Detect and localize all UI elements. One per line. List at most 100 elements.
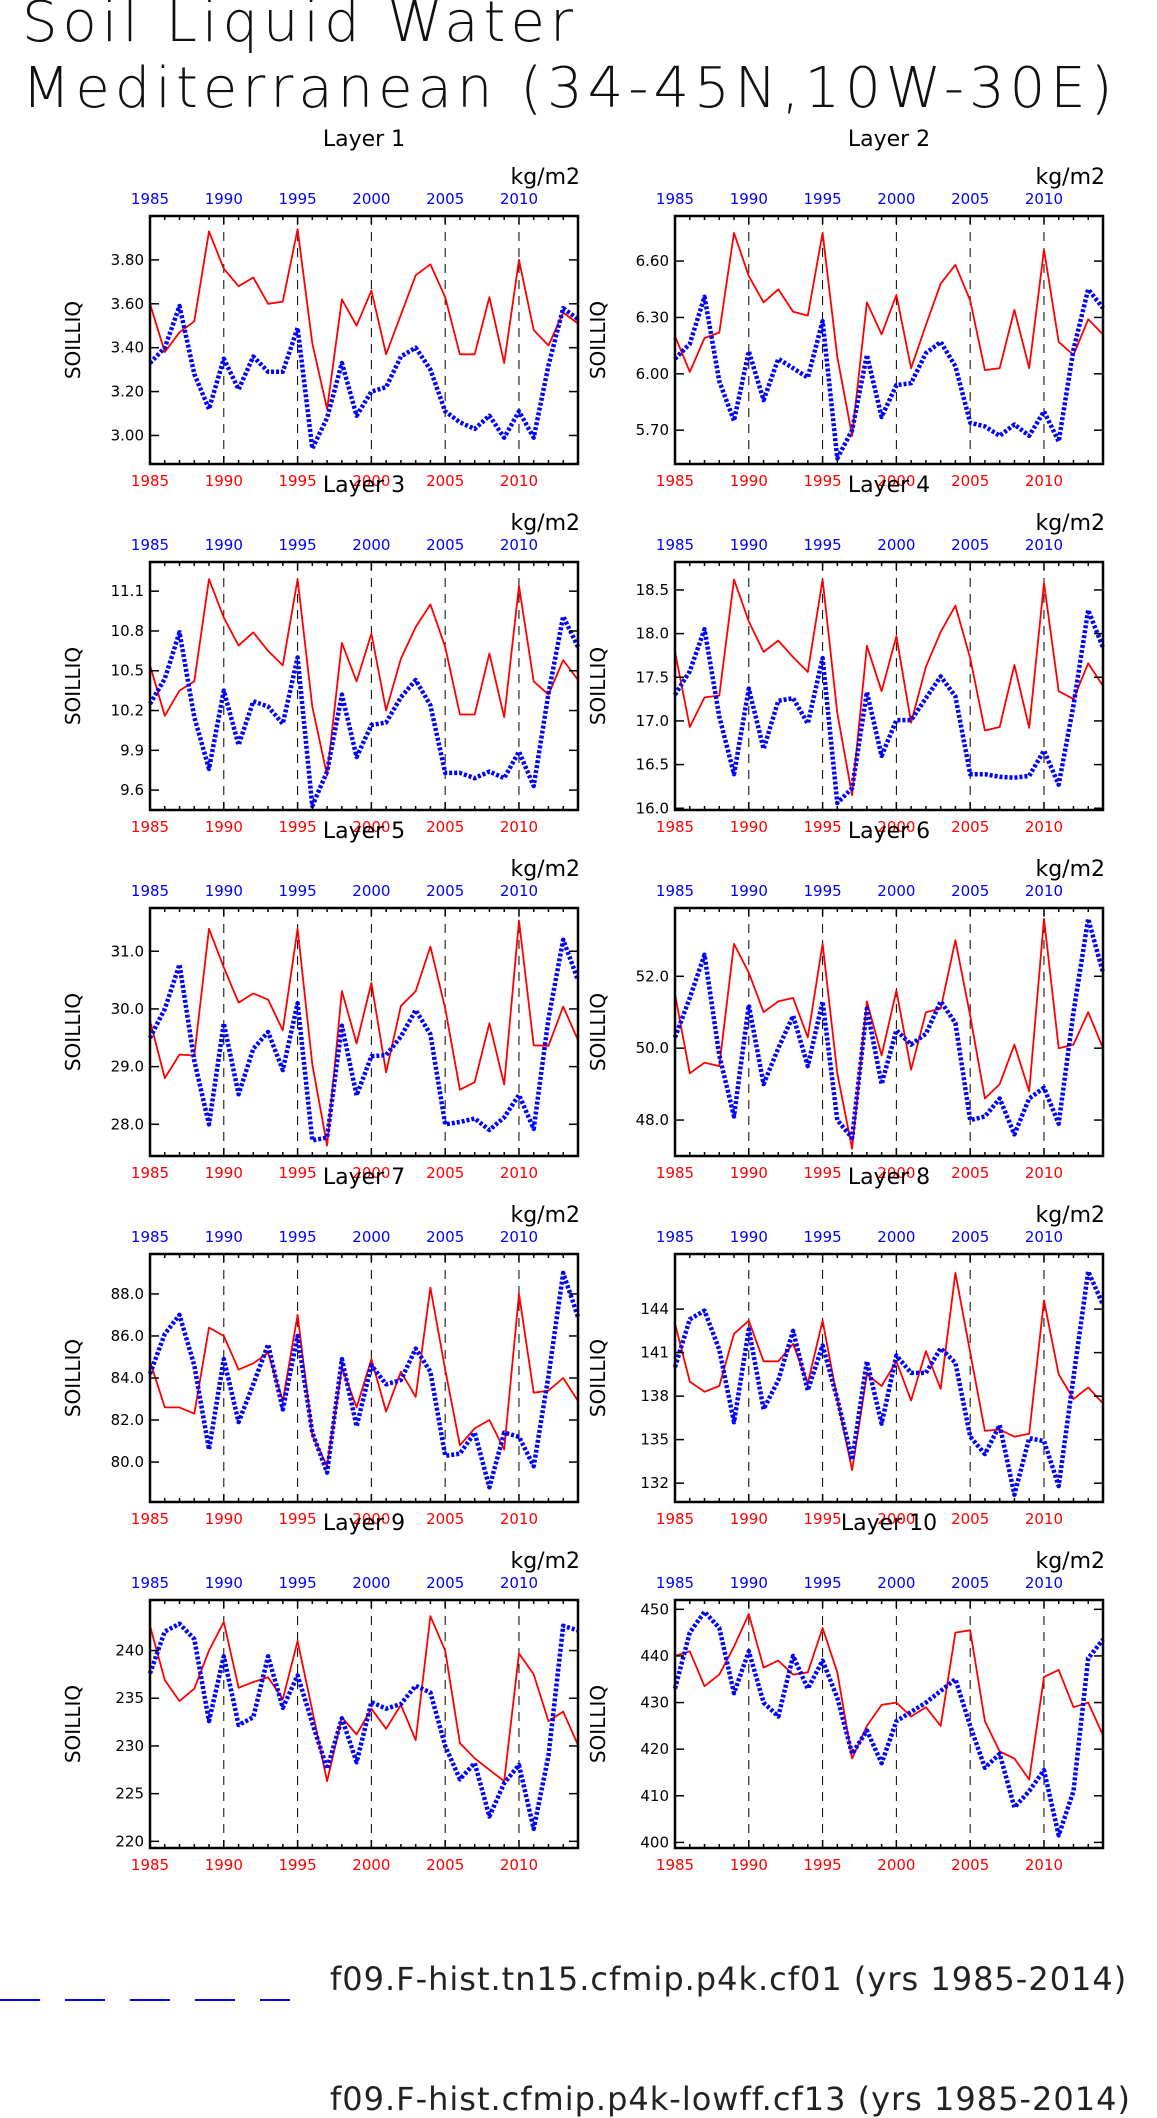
- panel-10-xlabel-top-2010: 2010: [1025, 1574, 1063, 1592]
- panel-3-xlabel-top-1985: 1985: [131, 536, 169, 554]
- panel-7-xlabel-top-2005: 2005: [426, 1228, 464, 1246]
- panel-7-series-blue: [147, 1270, 581, 1490]
- panel-3-ylabel-tick-10.8: 10.8: [111, 622, 144, 640]
- panel-2-xlabel-bottom-1995: 1995: [803, 472, 841, 490]
- panel-2-ylabel-tick-6.00: 6.00: [636, 365, 669, 383]
- panel-1-xlabel-bottom-1985: 1985: [131, 472, 169, 490]
- panel-3-ylabel: SOILLIQ: [61, 647, 85, 725]
- panel-7-xlabel-bottom-2005: 2005: [426, 1510, 464, 1528]
- panel-6-xlabel-top-2010: 2010: [1025, 882, 1063, 900]
- panel-5-xlabel-bottom-2010: 2010: [500, 1164, 538, 1182]
- panel-3-xlabel-top-1990: 1990: [205, 536, 243, 554]
- panel-3-xlabel-bottom-2000: 2000: [352, 818, 390, 836]
- panel-4-ylabel-tick-16.0: 16.0: [636, 799, 669, 817]
- panel-4-xlabel-top-2000: 2000: [877, 536, 915, 554]
- panel-10-ylabel-tick-440: 440: [640, 1647, 669, 1665]
- panel-7-xlabel-top-1990: 1990: [205, 1228, 243, 1246]
- panel-9-ylabel-tick-240: 240: [115, 1642, 144, 1660]
- panel-2-xlabel-top-1985: 1985: [656, 190, 694, 208]
- panel-3-ylabel-tick-11.1: 11.1: [111, 582, 144, 600]
- panel-10-xlabel-top-1990: 1990: [730, 1574, 768, 1592]
- panel-3-xlabel-top-1995: 1995: [278, 536, 316, 554]
- panel-9-frame: [148, 1598, 580, 1850]
- panel-3-series-blue: [148, 614, 581, 809]
- panel-5-ylabel-tick-31.0: 31.0: [111, 942, 144, 960]
- panel-5-xlabel-bottom-1995: 1995: [278, 1164, 316, 1182]
- panel-10-frame: [673, 1598, 1105, 1850]
- panel-7-frame: [148, 1252, 580, 1504]
- panel-6-ylabel: SOILLIQ: [586, 993, 610, 1071]
- panel-1-ylabel-tick-3.40: 3.40: [111, 339, 144, 357]
- panel-9-series-red: [149, 1615, 579, 1783]
- panel-1-series-blue: [148, 303, 580, 451]
- panel-6-units: kg/m2: [1035, 857, 1105, 882]
- panel-6-xlabel-bottom-1985: 1985: [656, 1164, 694, 1182]
- panel-10-ylabel-tick-400: 400: [640, 1833, 669, 1851]
- panel-4-title: Layer 4: [848, 473, 930, 498]
- panel-6-xlabel-top-1985: 1985: [656, 882, 694, 900]
- panel-7-xlabel-bottom-1985: 1985: [131, 1510, 169, 1528]
- panel-9-ylabel: SOILLIQ: [61, 1685, 85, 1763]
- panel-8-xlabel-top-1985: 1985: [656, 1228, 694, 1246]
- panel-5-ylabel-tick-29.0: 29.0: [111, 1058, 144, 1076]
- panel-4-xlabel-top-1995: 1995: [803, 536, 841, 554]
- panel-9-xlabel-top-2010: 2010: [500, 1574, 538, 1592]
- panel-10-xlabel-top-1995: 1995: [803, 1574, 841, 1592]
- panel-7-units: kg/m2: [510, 1203, 580, 1228]
- panel-8-title: Layer 8: [848, 1165, 930, 1190]
- panel-9-units: kg/m2: [510, 1549, 580, 1574]
- panel-2-xlabel-top-2000: 2000: [877, 190, 915, 208]
- panel-3-ylabel-tick-9.9: 9.9: [120, 741, 144, 759]
- panel-4-xlabel-bottom-2000: 2000: [877, 818, 915, 836]
- panel-8-frame: [673, 1252, 1105, 1504]
- panel-4-ylabel-tick-18.5: 18.5: [636, 581, 669, 599]
- panel-2-title: Layer 2: [848, 127, 930, 152]
- panel-4-ylabel-tick-18.0: 18.0: [636, 625, 669, 643]
- panel-6-ylabel-tick-52.0: 52.0: [636, 967, 669, 985]
- panel-10-ylabel-tick-420: 420: [640, 1740, 669, 1758]
- panel-6-xlabel-bottom-1990: 1990: [730, 1164, 768, 1182]
- panel-10-xlabel-bottom-2005: 2005: [951, 1856, 989, 1874]
- panel-7-xlabel-top-1995: 1995: [278, 1228, 316, 1246]
- panel-6-xlabel-bottom-2005: 2005: [951, 1164, 989, 1182]
- panel-4-ylabel-tick-17.5: 17.5: [636, 668, 669, 686]
- panel-1-xlabel-bottom-2010: 2010: [500, 472, 538, 490]
- panel-3-xlabel-bottom-1995: 1995: [278, 818, 316, 836]
- panel-10-units: kg/m2: [1035, 1549, 1105, 1574]
- panel-1-xlabel-top-1985: 1985: [131, 190, 169, 208]
- panel-6-series-red: [674, 917, 1104, 1150]
- panel-8-xlabel-top-2005: 2005: [951, 1228, 989, 1246]
- panel-1-frame: [148, 214, 580, 466]
- title-line-1: Soil Liquid Water: [22, 0, 578, 55]
- panel-8-series-red: [674, 1272, 1104, 1471]
- panel-5-xlabel-top-1985: 1985: [131, 882, 169, 900]
- panel-5-xlabel-top-1995: 1995: [278, 882, 316, 900]
- panel-2-series-red: [674, 231, 1104, 437]
- panel-3-series-red: [149, 578, 579, 777]
- panel-4-ylabel: SOILLIQ: [586, 647, 610, 725]
- panel-8-ylabel: SOILLIQ: [586, 1339, 610, 1417]
- panel-1-xlabel-bottom-2000: 2000: [352, 472, 390, 490]
- panel-10-ylabel-tick-410: 410: [640, 1787, 669, 1805]
- panel-3-xlabel-bottom-1990: 1990: [205, 818, 243, 836]
- panel-3-xlabel-top-2005: 2005: [426, 536, 464, 554]
- panel-7-xlabel-bottom-1995: 1995: [278, 1510, 316, 1528]
- panel-2-xlabel-bottom-2000: 2000: [877, 472, 915, 490]
- panel-1-xlabel-bottom-1990: 1990: [205, 472, 243, 490]
- panel-2-frame: [673, 214, 1105, 466]
- panel-7-ylabel-tick-82.0: 82.0: [111, 1411, 144, 1429]
- panel-7-series-red: [149, 1286, 579, 1468]
- panel-1-ylabel: SOILLIQ: [61, 301, 85, 379]
- panel-6-xlabel-bottom-2000: 2000: [877, 1164, 915, 1182]
- panel-5-frame: [148, 906, 580, 1158]
- panel-9-xlabel-bottom-1995: 1995: [278, 1856, 316, 1874]
- panel-5-xlabel-bottom-2000: 2000: [352, 1164, 390, 1182]
- panel-9-xlabel-bottom-1990: 1990: [205, 1856, 243, 1874]
- panel-7-title: Layer 7: [323, 1165, 405, 1190]
- panel-8-xlabel-bottom-1995: 1995: [803, 1510, 841, 1528]
- panel-10-xlabel-bottom-2010: 2010: [1025, 1856, 1063, 1874]
- panel-2-xlabel-bottom-2005: 2005: [951, 472, 989, 490]
- panel-1-units: kg/m2: [510, 165, 580, 190]
- panel-3-xlabel-bottom-2010: 2010: [500, 818, 538, 836]
- panel-9-xlabel-bottom-2010: 2010: [500, 1856, 538, 1874]
